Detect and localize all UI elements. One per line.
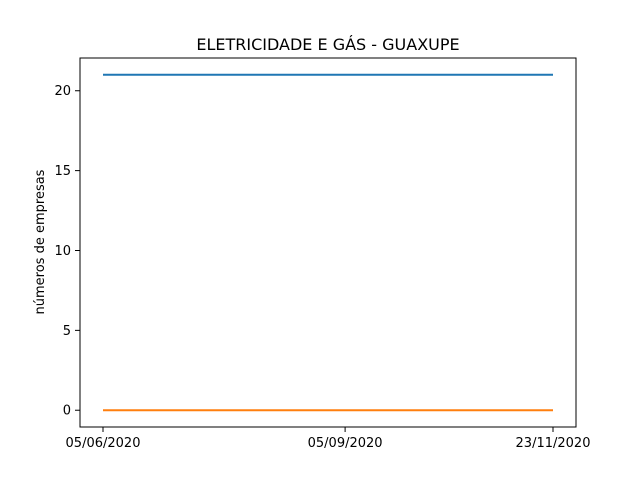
y-tick-label-15: 15	[54, 164, 71, 179]
y-tick-label-10: 10	[54, 244, 71, 259]
chart-title: ELETRICIDADE E GÁS - GUAXUPE	[196, 35, 459, 54]
x-tick-label-2: 05/09/2020	[308, 436, 383, 451]
y-tick-label-0: 0	[63, 404, 71, 419]
plot-area: 0 5 10 15 20 05/06/2020 05/09/2020 23/11/2020	[54, 57, 591, 451]
x-tick-label-3: 23/11/2020	[516, 436, 591, 451]
axes-frame	[79, 57, 577, 428]
y-tick-label-5: 5	[63, 324, 71, 339]
y-tick-label-20: 20	[54, 84, 71, 99]
x-tick-label-1: 05/06/2020	[66, 436, 141, 451]
y-axis-label: números de empresas	[33, 169, 48, 314]
